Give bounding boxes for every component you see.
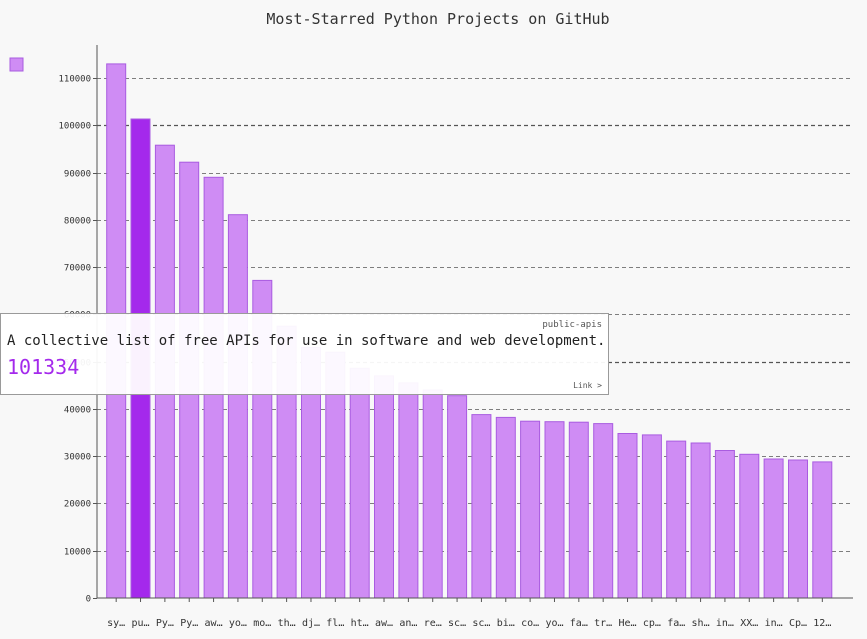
bar[interactable] [739,453,760,599]
x-tick-label: aw… [205,618,223,629]
bar[interactable] [349,367,370,599]
y-tick-label: 10000 [64,548,91,558]
x-tick-label: Cp… [789,618,807,629]
x-tick-label: fa… [667,618,685,629]
legend-swatch[interactable] [9,57,24,72]
x-tick-label: in… [765,618,783,629]
y-tick-label: 30000 [64,453,91,463]
x-tick-label: cp… [643,618,661,629]
bar[interactable] [763,458,784,599]
x-tick-label: pu… [131,618,149,629]
y-tick-label: 20000 [64,500,91,510]
bar[interactable] [568,421,589,599]
x-tick-label: dj… [302,618,320,629]
tooltip-description: A collective list of free APIs for use i… [7,333,606,349]
x-tick-label: an… [399,618,417,629]
x-tick-label: Py… [180,618,198,629]
y-tick-label: 40000 [64,406,91,416]
bar[interactable] [690,442,711,599]
x-tick-label: co… [521,618,539,629]
x-tick-label: tr… [594,618,612,629]
y-tick-label: 110000 [58,75,91,85]
x-tick-label: bi… [497,618,515,629]
x-tick-label: in… [716,618,734,629]
y-tick-label: 80000 [64,217,91,227]
y-tick-label: 100000 [58,122,91,132]
x-axis-ticks: sy… pu… Py… Py… aw… yo… mo… th… dj… fl… ht… aw… an… r… [107,598,831,629]
x-tick-label: fa… [570,618,588,629]
tooltip-label: public-apis [542,320,602,330]
bar[interactable] [812,461,833,599]
x-tick-label: re… [424,618,442,629]
bar[interactable] [617,433,638,599]
x-tick-label: yo… [545,618,563,629]
bar[interactable] [544,421,565,599]
x-tick-label: th… [278,618,296,629]
bar[interactable] [666,440,687,599]
bar[interactable] [398,382,419,599]
bar[interactable] [520,420,541,599]
y-tick-label: 90000 [64,170,91,180]
y-tick-label: 70000 [64,264,91,274]
bar[interactable] [593,423,614,599]
x-tick-label: aw… [375,618,393,629]
bar[interactable] [227,214,248,599]
x-tick-label: 12… [813,618,831,629]
bar[interactable] [495,416,516,599]
x-tick-label: sc… [472,618,490,629]
y-tick-label: 0 [86,595,91,605]
x-tick-label: Py… [156,618,174,629]
tooltip-link[interactable]: Link > [573,381,602,390]
bar[interactable] [447,395,468,599]
bar[interactable] [641,434,662,599]
x-tick-label: sy… [107,618,125,629]
x-tick-label: mo… [253,618,271,629]
tooltip: public-apis A collective list of free AP… [0,313,609,395]
bar[interactable] [374,375,394,599]
bar[interactable] [471,414,492,599]
bar[interactable] [714,450,735,599]
bar[interactable] [788,459,808,599]
x-tick-label: sh… [692,618,710,629]
x-tick-label: ht… [351,618,369,629]
chart-title: Most-Starred Python Projects on GitHub [266,10,609,28]
x-tick-label: sc… [448,618,466,629]
x-tick-label: He… [618,618,636,629]
x-tick-label: XX… [740,618,758,629]
tooltip-value: 101334 [7,355,80,379]
x-tick-label: fl… [326,618,344,629]
bar[interactable] [422,389,443,599]
x-tick-label: yo… [229,618,247,629]
